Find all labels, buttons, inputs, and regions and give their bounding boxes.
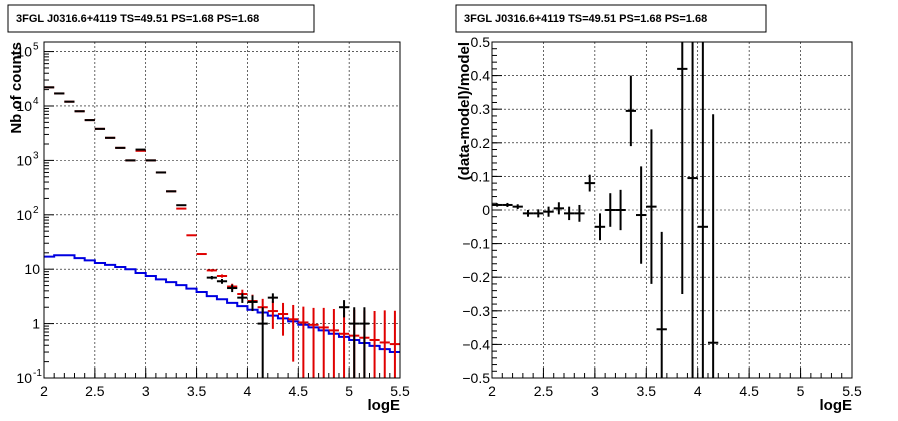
right-y-tick-label: −0.4	[462, 336, 490, 352]
left-x-tick-label: 2	[40, 383, 48, 399]
left-x-tick-label: 5.5	[390, 383, 410, 399]
left-y-tick-exponent: 2	[33, 205, 39, 216]
right-x-tick-label: 4	[694, 383, 702, 399]
right-y-tick-label: 0	[482, 202, 490, 218]
right-chart-title: 3FGL J0316.6+4119 TS=49.51 PS=1.68 PS=1.…	[464, 13, 707, 25]
right-y-tick-label: −0.3	[462, 303, 490, 319]
left-x-tick-label: 4	[244, 383, 252, 399]
right-y-tick-label: 0.4	[471, 68, 491, 84]
left-y-tick-exponent: -1	[33, 368, 42, 379]
right-y-tick-label: 0.5	[471, 34, 491, 50]
right-y-tick-label: −0.2	[462, 269, 490, 285]
left-panel: 3FGL J0316.6+4119 TS=49.51 PS=1.68 PS=1.…	[7, 4, 410, 414]
right-x-tick-label: 3.5	[637, 383, 657, 399]
left-y-tick-label: 1	[32, 316, 40, 332]
left-x-tick-label: 5	[345, 383, 353, 399]
right-y-tick-label: 0.3	[471, 101, 491, 117]
right-y-tick-label: 0.2	[471, 135, 491, 151]
left-plot-frame	[43, 41, 401, 379]
left-y-tick-exponent: 4	[33, 96, 39, 107]
left-y-tick-label: 10	[16, 370, 32, 386]
right-axis-ticks: 2 2.5 3 3.5 4 4.5 5 5.5 −0.5 −0.4 −0.3 −0.2 −0.1 0 0.1…	[462, 34, 862, 399]
left-title-box	[7, 4, 315, 33]
left-chart-title: 3FGL J0316.6+4119 TS=49.51 PS=1.68 PS=1.…	[16, 13, 259, 25]
right-y-axis-label: (data-model)/model	[456, 42, 473, 180]
right-x-tick-label: 3	[591, 383, 599, 399]
left-y-tick-exponent: 5	[33, 42, 39, 53]
right-panel: 3FGL J0316.6+4119 TS=49.51 PS=1.68 PS=1.…	[455, 4, 862, 414]
right-x-tick-label: 5	[797, 383, 805, 399]
model-step-line	[44, 254, 400, 354]
right-x-tick-label: 2.5	[534, 383, 554, 399]
left-x-tick-label: 2.5	[85, 383, 105, 399]
left-y-tick-label: 10	[16, 98, 32, 114]
left-y-tick-label: 10	[16, 207, 32, 223]
left-x-tick-label: 3.5	[187, 383, 207, 399]
left-y-tick-label: 10	[16, 152, 32, 168]
left-x-tick-label: 3	[142, 383, 150, 399]
left-y-axis-label: Nb of counts	[8, 42, 25, 134]
left-y-tick-exponent: 3	[33, 150, 39, 161]
right-y-tick-label: −0.5	[462, 370, 490, 386]
left-plot-data	[44, 86, 400, 378]
right-plot-data	[492, 42, 719, 378]
right-title-box	[455, 4, 767, 33]
right-y-tick-label: −0.1	[462, 236, 490, 252]
left-grid	[44, 42, 400, 378]
right-x-tick-label: 5.5	[842, 383, 862, 399]
left-x-axis-label: logE	[368, 397, 401, 414]
right-y-tick-label: 0.1	[471, 168, 491, 184]
left-x-tick-label: 4.5	[289, 383, 309, 399]
left-y-tick-label: 10	[16, 44, 32, 60]
right-x-tick-label: 4.5	[739, 383, 759, 399]
right-grid	[492, 42, 852, 378]
right-x-tick-label: 2	[488, 383, 496, 399]
right-x-axis-label: logE	[820, 397, 853, 414]
left-y-tick-label: 10	[24, 261, 40, 277]
